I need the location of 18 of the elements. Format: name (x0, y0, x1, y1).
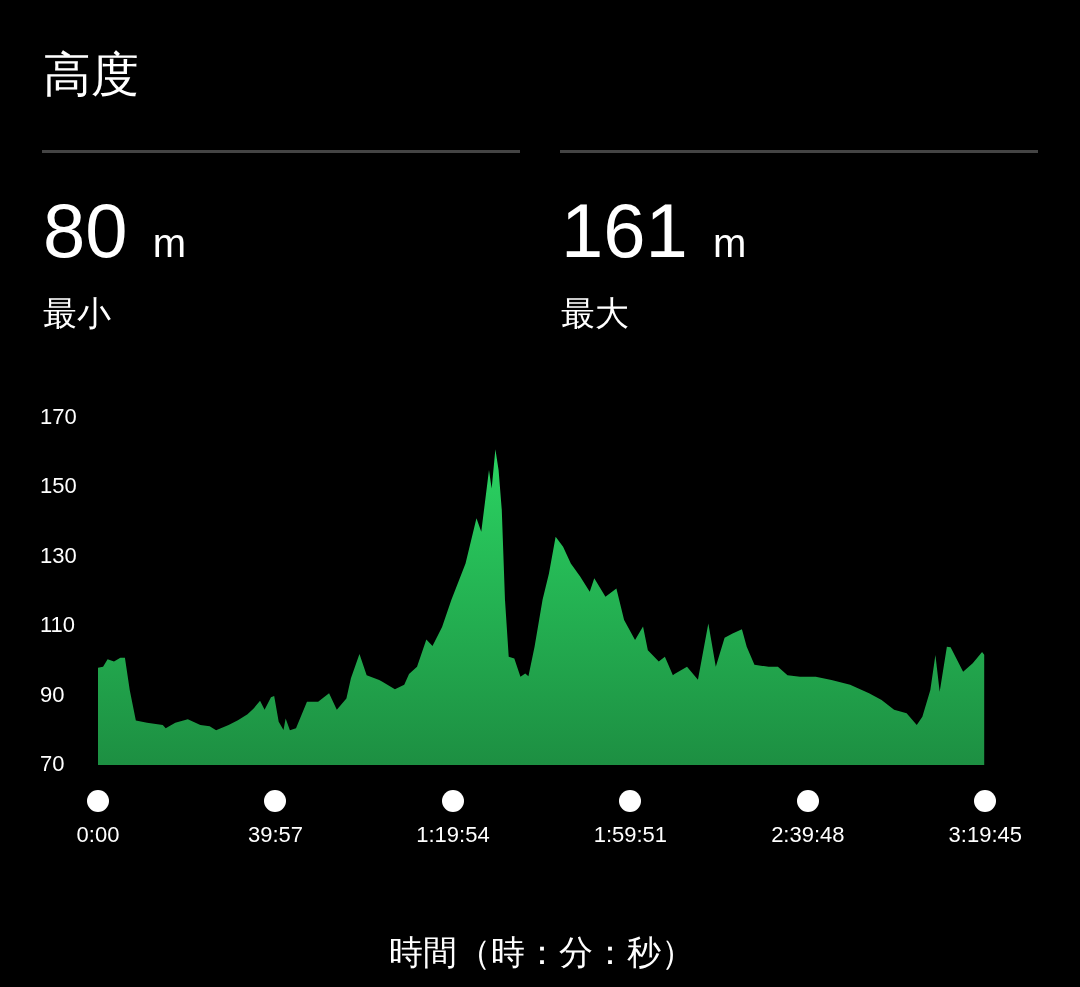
x-tick-label: 1:59:51 (593, 822, 668, 848)
y-tick-label: 110 (40, 612, 76, 638)
y-tick-label: 130 (40, 542, 77, 568)
y-tick-label: 150 (40, 473, 77, 499)
text: 最大 (561, 292, 629, 335)
x-tick-label: 0:00 (76, 822, 120, 848)
y-tick-label: 170 (40, 404, 77, 430)
text: 161 m (561, 187, 747, 275)
y-tick-label: 90 (40, 681, 65, 707)
text: 最小 (43, 292, 111, 335)
x-axis-title: 時間（時：分：秒） (388, 932, 695, 973)
x-tick-label: 1:19:54 (416, 822, 490, 848)
x-tick-label: 39:57 (247, 822, 303, 848)
y-tick-label: 70 (40, 751, 65, 777)
chart-title: 高度 (43, 45, 139, 104)
x-tick-label: 3:19:45 (948, 822, 1022, 848)
x-tick-label: 2:39:48 (771, 822, 845, 848)
text: 80 m (43, 187, 186, 275)
